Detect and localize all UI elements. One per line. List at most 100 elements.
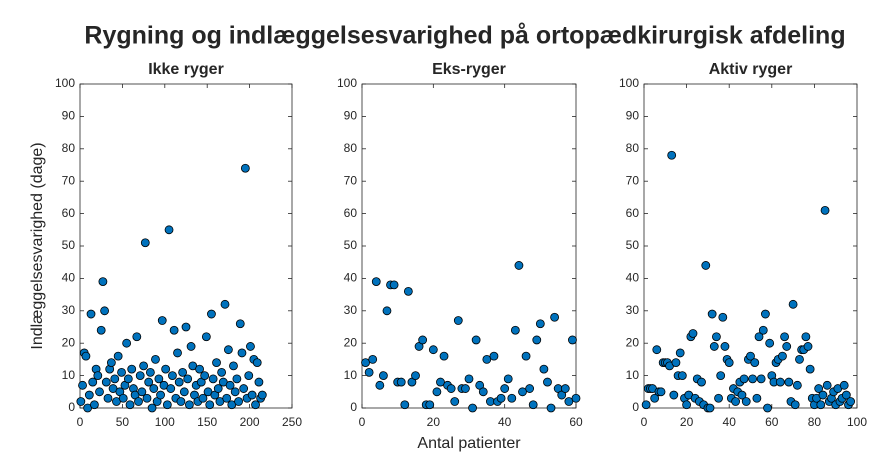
x-tick-label: 0 [77,415,84,429]
data-point [707,309,717,319]
data-point [154,374,164,384]
data-point [500,384,510,393]
data-point [400,400,410,410]
data-point [101,377,111,387]
data-point [439,351,449,361]
data-point [482,354,492,364]
data-point [765,338,775,348]
data-point [110,374,120,384]
data-point [181,322,191,332]
data-point [361,358,370,368]
data-point [98,277,108,287]
data-point [716,371,726,381]
y-tick-label: 70 [62,173,76,187]
data-point [669,390,679,400]
data-point [96,325,106,335]
data-point [201,332,211,342]
data-point [254,377,264,387]
data-point [550,312,559,322]
data-point [814,384,824,393]
data-point [149,384,159,393]
data-point [122,338,132,348]
y-tick-label: 50 [344,238,358,252]
data-point [147,403,157,413]
data-point [403,286,413,296]
data-point [232,374,242,384]
data-point [741,397,751,406]
y-tick-label: 60 [62,206,76,220]
y-tick-label: 70 [626,173,640,187]
data-point [208,374,218,384]
data-point [137,387,147,397]
y-tick-label: 40 [344,271,358,285]
data-point [756,374,766,384]
data-point [464,374,474,384]
x-tick-label: 50 [116,415,130,429]
data-point [677,371,687,381]
data-point [257,390,267,400]
data-point [235,319,245,329]
data-point [252,358,262,368]
data-point [207,309,216,319]
data-point [198,393,208,403]
data-point [132,332,142,342]
y-tick-label: 30 [62,303,76,317]
data-point [139,361,149,371]
x-tick-label: 60 [765,415,779,429]
y-tick-label: 50 [626,238,640,252]
data-point [382,306,392,316]
data-point [100,306,109,316]
x-tick-label: 40 [723,415,737,429]
data-point [803,342,813,351]
data-point [820,205,830,215]
data-point [205,400,215,410]
x-tick-label: 20 [427,415,441,429]
data-point [156,390,165,400]
y-tick-label: 60 [344,206,358,220]
data-point [184,400,194,410]
data-point [178,367,188,377]
data-point [709,342,719,351]
y-tick-label: 100 [337,76,357,90]
data-point [164,225,174,235]
data-point [718,312,728,322]
x-tick-label: 250 [282,415,302,429]
y-tick-label: 80 [626,141,640,155]
data-point [763,403,772,413]
data-point [503,374,513,384]
data-point [675,348,685,358]
data-point [818,390,828,400]
y-tick-label: 90 [344,109,358,123]
data-point [714,393,723,403]
data-point [229,361,238,371]
data-point [246,342,255,351]
data-point [179,387,189,397]
y-tick-label: 70 [344,173,358,187]
data-point [535,319,545,329]
data-point [737,390,747,400]
data-point [166,384,176,393]
data-point [222,393,232,403]
data-point [396,377,406,387]
data-point [220,299,230,309]
data-point [411,371,420,381]
y-tick-label: 40 [62,271,76,285]
data-point [142,393,152,403]
data-point [200,371,210,381]
data-point [839,380,849,390]
data-point [368,354,378,364]
data-point [752,393,762,403]
data-point [223,345,233,355]
data-point [84,390,94,400]
data-point [144,377,154,387]
data-point [244,371,254,381]
x-tick-label: 0 [641,415,648,429]
data-point [667,150,677,160]
y-tick-label: 30 [626,303,640,317]
data-point [801,332,811,342]
data-point [217,367,227,377]
data-point [174,377,184,387]
data-point [371,277,381,287]
data-point [816,400,826,410]
data-point [145,367,155,377]
